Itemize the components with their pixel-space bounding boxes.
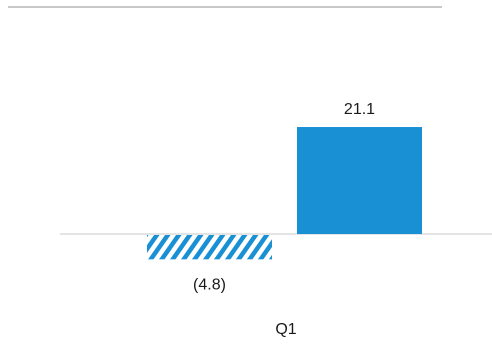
labels-group: (4.8) 21.1 Q1 [193,101,375,338]
bar-negative [147,235,272,260]
bar-positive [297,127,422,234]
data-label: 21.1 [344,101,375,118]
x-tick-label: Q1 [275,321,296,338]
bars-group [147,127,422,260]
data-label: (4.8) [193,276,226,293]
